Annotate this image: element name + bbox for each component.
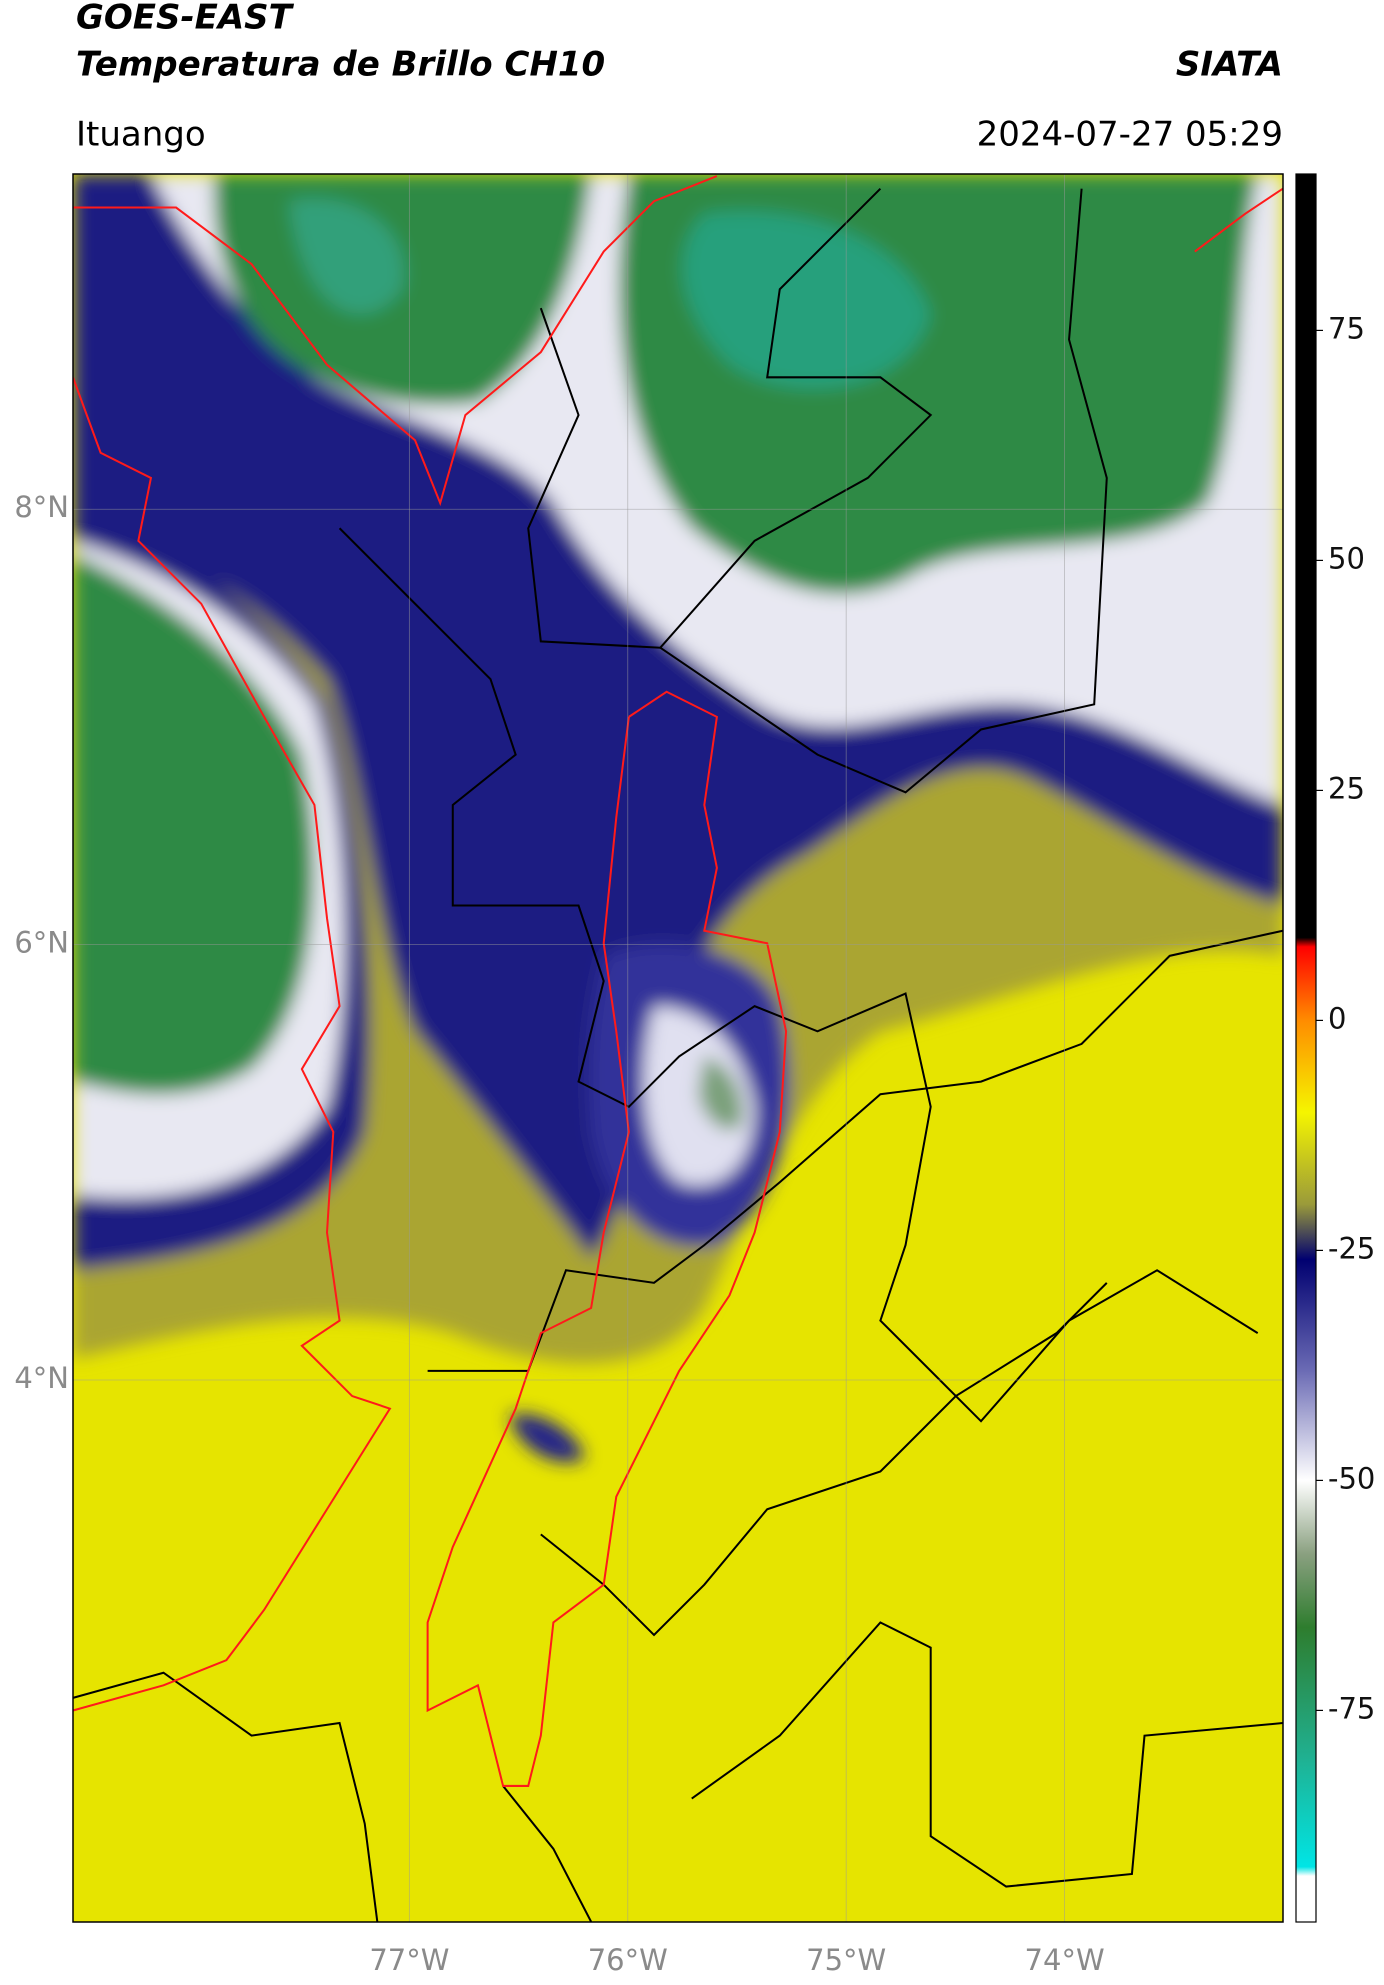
x-tick-label: 76°W	[588, 1943, 668, 1977]
x-tick-label: 77°W	[369, 1943, 449, 1977]
colorbar-tick-label: 50	[1328, 541, 1365, 575]
y-tick-label: 4°N	[14, 1361, 69, 1395]
y-tick-label: 6°N	[14, 926, 69, 960]
colorbar-tick-label: 0	[1328, 1001, 1346, 1035]
title: GOES-EAST	[76, 0, 295, 38]
colorbar-tick-label: -75	[1328, 1691, 1375, 1725]
colorbar-tick-label: -25	[1328, 1231, 1375, 1265]
x-tick-label: 75°W	[806, 1943, 886, 1977]
colorbar-tick-label: 75	[1328, 311, 1365, 345]
y-tick-label: 8°N	[14, 490, 69, 524]
annotations: 77°W 76°W 75°W 74°W 8°N 6°N 4°N 75 50 25 0 -25 -50 -7…	[14, 311, 1375, 1977]
subtitle: Temperatura de Brillo CH10	[76, 45, 605, 85]
colorbar-tick-label: -50	[1328, 1461, 1375, 1495]
map-frame	[72, 173, 1284, 1923]
brand: SIATA	[1176, 45, 1283, 85]
location: Ituango	[76, 115, 206, 155]
colorbar-tick-label: 25	[1328, 771, 1365, 805]
x-tick-label: 74°W	[1025, 1943, 1105, 1977]
grid	[73, 174, 1283, 1922]
map-image	[72, 173, 1283, 1922]
colorbar	[1295, 173, 1317, 1923]
timestamp: 2024-07-27 05:29	[977, 115, 1283, 155]
